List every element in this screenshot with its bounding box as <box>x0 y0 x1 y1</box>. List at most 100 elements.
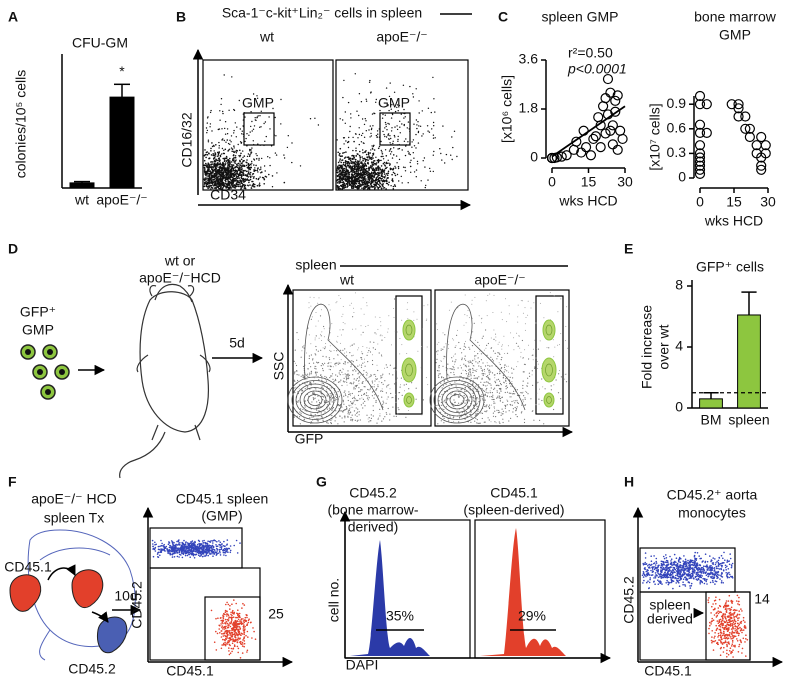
contour <box>291 380 339 420</box>
event <box>275 135 277 137</box>
event <box>485 300 487 302</box>
event <box>531 355 533 357</box>
event <box>496 379 498 381</box>
event <box>437 423 439 425</box>
event <box>239 179 241 181</box>
event <box>404 170 407 172</box>
event <box>392 142 394 145</box>
event <box>476 397 478 399</box>
event <box>363 178 365 181</box>
event <box>364 358 365 360</box>
contour <box>433 380 481 420</box>
event <box>377 369 379 372</box>
event <box>370 386 372 388</box>
event <box>395 155 398 157</box>
event <box>210 150 212 152</box>
event <box>524 398 526 400</box>
event <box>251 160 253 163</box>
event <box>227 551 229 553</box>
event <box>446 414 449 416</box>
spleen-red <box>71 569 104 608</box>
event <box>471 345 474 347</box>
event <box>475 339 476 341</box>
event <box>325 376 328 378</box>
event <box>304 388 306 390</box>
event <box>415 387 417 389</box>
event <box>368 158 371 160</box>
event <box>387 170 390 173</box>
event <box>535 357 537 359</box>
event <box>339 158 342 160</box>
event <box>421 414 423 416</box>
event <box>390 392 392 395</box>
event <box>378 171 380 174</box>
event <box>467 372 470 374</box>
event <box>359 398 361 400</box>
event <box>453 420 455 422</box>
event <box>477 422 479 424</box>
event <box>354 158 357 161</box>
event <box>198 549 201 551</box>
event <box>221 181 223 184</box>
event <box>446 399 448 401</box>
event <box>226 133 229 135</box>
event <box>237 185 240 188</box>
event <box>316 361 318 363</box>
event <box>381 169 383 171</box>
event <box>360 184 362 186</box>
event <box>360 325 362 327</box>
event <box>475 385 477 387</box>
event <box>359 156 362 159</box>
event <box>361 389 363 391</box>
event <box>378 103 381 106</box>
event <box>362 164 364 167</box>
event <box>226 139 229 141</box>
event <box>178 551 181 554</box>
event <box>346 384 348 386</box>
event <box>291 161 293 164</box>
event <box>412 93 414 95</box>
event <box>343 381 345 383</box>
event <box>405 138 407 140</box>
event <box>354 368 356 370</box>
event <box>347 399 349 402</box>
event <box>363 370 365 372</box>
event <box>239 149 241 152</box>
event <box>336 375 339 377</box>
event <box>375 378 377 380</box>
event <box>441 377 443 379</box>
event <box>359 165 361 167</box>
event <box>390 148 392 150</box>
event <box>286 146 289 149</box>
event <box>214 160 217 163</box>
event <box>375 98 377 101</box>
event <box>453 369 455 371</box>
event <box>380 165 383 167</box>
event <box>492 394 494 396</box>
event <box>469 369 472 371</box>
event <box>497 355 499 357</box>
event <box>213 187 216 189</box>
event <box>336 171 338 174</box>
event <box>394 165 396 168</box>
event <box>534 339 536 341</box>
event <box>470 380 472 382</box>
event <box>253 176 255 178</box>
event <box>223 160 226 163</box>
event <box>263 122 265 125</box>
event <box>391 157 394 159</box>
event <box>483 390 486 392</box>
event <box>520 412 523 414</box>
event <box>181 549 184 552</box>
spleen-blue <box>97 616 128 654</box>
event <box>386 174 389 176</box>
event <box>507 376 509 378</box>
event <box>426 318 428 320</box>
event <box>362 157 364 160</box>
event <box>205 550 207 552</box>
event <box>203 169 206 171</box>
event <box>206 122 208 124</box>
event <box>407 141 409 143</box>
event <box>376 388 378 390</box>
event <box>210 166 212 168</box>
